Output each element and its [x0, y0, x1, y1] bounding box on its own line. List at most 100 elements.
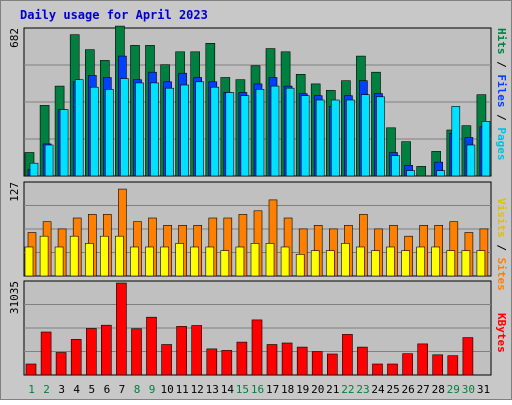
x-tick-label-day-12: 12 [191, 383, 204, 396]
sites-bar-day-10 [160, 246, 169, 277]
sites-bar-day-5 [85, 243, 94, 277]
pages-bar-day-5 [90, 86, 99, 177]
top-max-label: 682 [8, 28, 21, 48]
bottom-max-label: 31035 [8, 281, 21, 314]
pages-bar-day-19 [300, 95, 310, 177]
hits-files-pages-panel [23, 25, 492, 177]
kbytes-bar-day-4 [70, 339, 82, 376]
pages-bar-day-10 [165, 87, 174, 177]
kbytes-bar-day-8 [131, 328, 142, 376]
x-tick-label-day-15: 15 [236, 383, 249, 396]
x-tick-label-day-1: 1 [28, 383, 35, 396]
top-legend-part-4: Hits [495, 28, 508, 55]
sites-bar-day-29 [446, 250, 456, 277]
kbytes-bar-day-10 [161, 344, 172, 376]
kbytes-bar-day-16 [251, 319, 263, 376]
x-tick-label-day-9: 9 [149, 383, 156, 396]
pages-bar-day-29 [451, 106, 461, 177]
x-tick-label-day-13: 13 [206, 383, 219, 396]
x-tick-label-day-18: 18 [281, 383, 294, 396]
x-tick-label-day-8: 8 [134, 383, 141, 396]
x-tick-label-day-23: 23 [356, 383, 369, 396]
bottom-legend-part-0: KBytes [495, 313, 508, 353]
pages-bar-day-15 [240, 95, 250, 177]
sites-bar-day-11 [175, 243, 184, 277]
sites-bar-day-6 [100, 235, 109, 277]
sites-bar-day-3 [54, 246, 64, 277]
sites-bar-day-17 [265, 243, 275, 277]
hits-bar-day-27 [416, 166, 427, 177]
x-tick-label-day-10: 10 [160, 383, 173, 396]
kbytes-bar-day-5 [86, 328, 97, 376]
sites-bar-day-7 [115, 235, 124, 277]
sites-bar-day-16 [250, 243, 260, 277]
chart-title: Daily usage for April 2023 [20, 8, 208, 22]
kbytes-bar-day-20 [311, 351, 323, 376]
pages-bar-day-28 [436, 170, 446, 177]
x-tick-label-day-20: 20 [311, 383, 324, 396]
mid-legend-label: Visits / Sites [495, 198, 508, 291]
x-tick-label-day-21: 21 [326, 383, 339, 396]
pages-bar-day-12 [195, 81, 204, 177]
bottom-legend-label: KBytes [495, 313, 508, 353]
sites-bar-day-22 [341, 243, 350, 277]
x-tick-label-day-28: 28 [432, 383, 445, 396]
kbytes-bar-day-24 [372, 363, 383, 376]
visits-sites-panel [23, 181, 492, 277]
pages-bar-day-25 [391, 155, 400, 177]
top-max-label-group: 682 [8, 28, 21, 48]
kbytes-bar-day-21 [326, 353, 338, 376]
kbytes-bar-day-25 [387, 363, 398, 376]
sites-bar-day-8 [130, 246, 139, 277]
pages-bar-day-21 [330, 99, 340, 177]
sites-bar-day-25 [386, 246, 395, 277]
x-tick-label-day-2: 2 [43, 383, 50, 396]
x-tick-label-day-25: 25 [386, 383, 399, 396]
sites-bar-day-30 [461, 250, 471, 277]
kbytes-bar-day-9 [146, 316, 157, 376]
kbytes-bar-day-28 [432, 354, 444, 376]
pages-bar-day-18 [285, 87, 295, 177]
x-tick-label-day-3: 3 [58, 383, 65, 396]
kbytes-bar-day-2 [40, 331, 52, 376]
kbytes-bar-day-19 [296, 346, 308, 376]
pages-bar-day-11 [180, 84, 189, 177]
x-tick-label-day-24: 24 [371, 383, 385, 396]
sites-bar-day-27 [416, 246, 426, 277]
kbytes-bar-day-1 [25, 363, 37, 376]
x-tick-label-day-22: 22 [341, 383, 354, 396]
sites-bar-day-18 [280, 246, 290, 277]
kbytes-bar-day-3 [55, 352, 67, 376]
kbytes-bar-day-12 [191, 325, 202, 376]
top-legend-part-3: / [495, 55, 508, 75]
pages-bar-day-14 [225, 92, 235, 177]
top-legend: Hits / Files / Pages [495, 28, 508, 161]
kbytes-bar-day-11 [176, 326, 187, 376]
bottom-max-label-group: 31035 [8, 281, 21, 314]
pages-bar-day-9 [150, 82, 159, 177]
mid-max-label: 127 [8, 182, 21, 202]
pages-bar-day-20 [315, 99, 325, 177]
kbytes-bar-day-27 [417, 343, 429, 376]
pages-bar-day-7 [120, 78, 129, 177]
sites-bar-day-14 [220, 250, 230, 277]
pages-bar-day-22 [346, 99, 355, 177]
top-legend-label: Hits / Files / Pages [495, 28, 508, 161]
mid-legend-part-2: Visits [495, 198, 508, 238]
sites-bar-day-2 [39, 235, 49, 277]
kbytes-bar-day-30 [462, 337, 474, 376]
pages-bar-day-23 [361, 94, 370, 177]
kbytes-bar-day-7 [116, 282, 127, 376]
x-tick-label-day-29: 29 [447, 383, 460, 396]
kbytes-bar-day-15 [236, 341, 248, 376]
bottom-legend: KBytes [495, 313, 508, 353]
sites-bar-day-23 [356, 246, 365, 277]
sites-bar-day-19 [295, 254, 305, 277]
pages-bar-day-30 [466, 144, 476, 177]
sites-bar-day-9 [145, 246, 154, 277]
pages-bar-day-17 [270, 85, 280, 177]
x-tick-label-day-27: 27 [417, 383, 430, 396]
top-legend-part-0: Pages [495, 127, 508, 160]
pages-bar-day-4 [74, 79, 84, 177]
